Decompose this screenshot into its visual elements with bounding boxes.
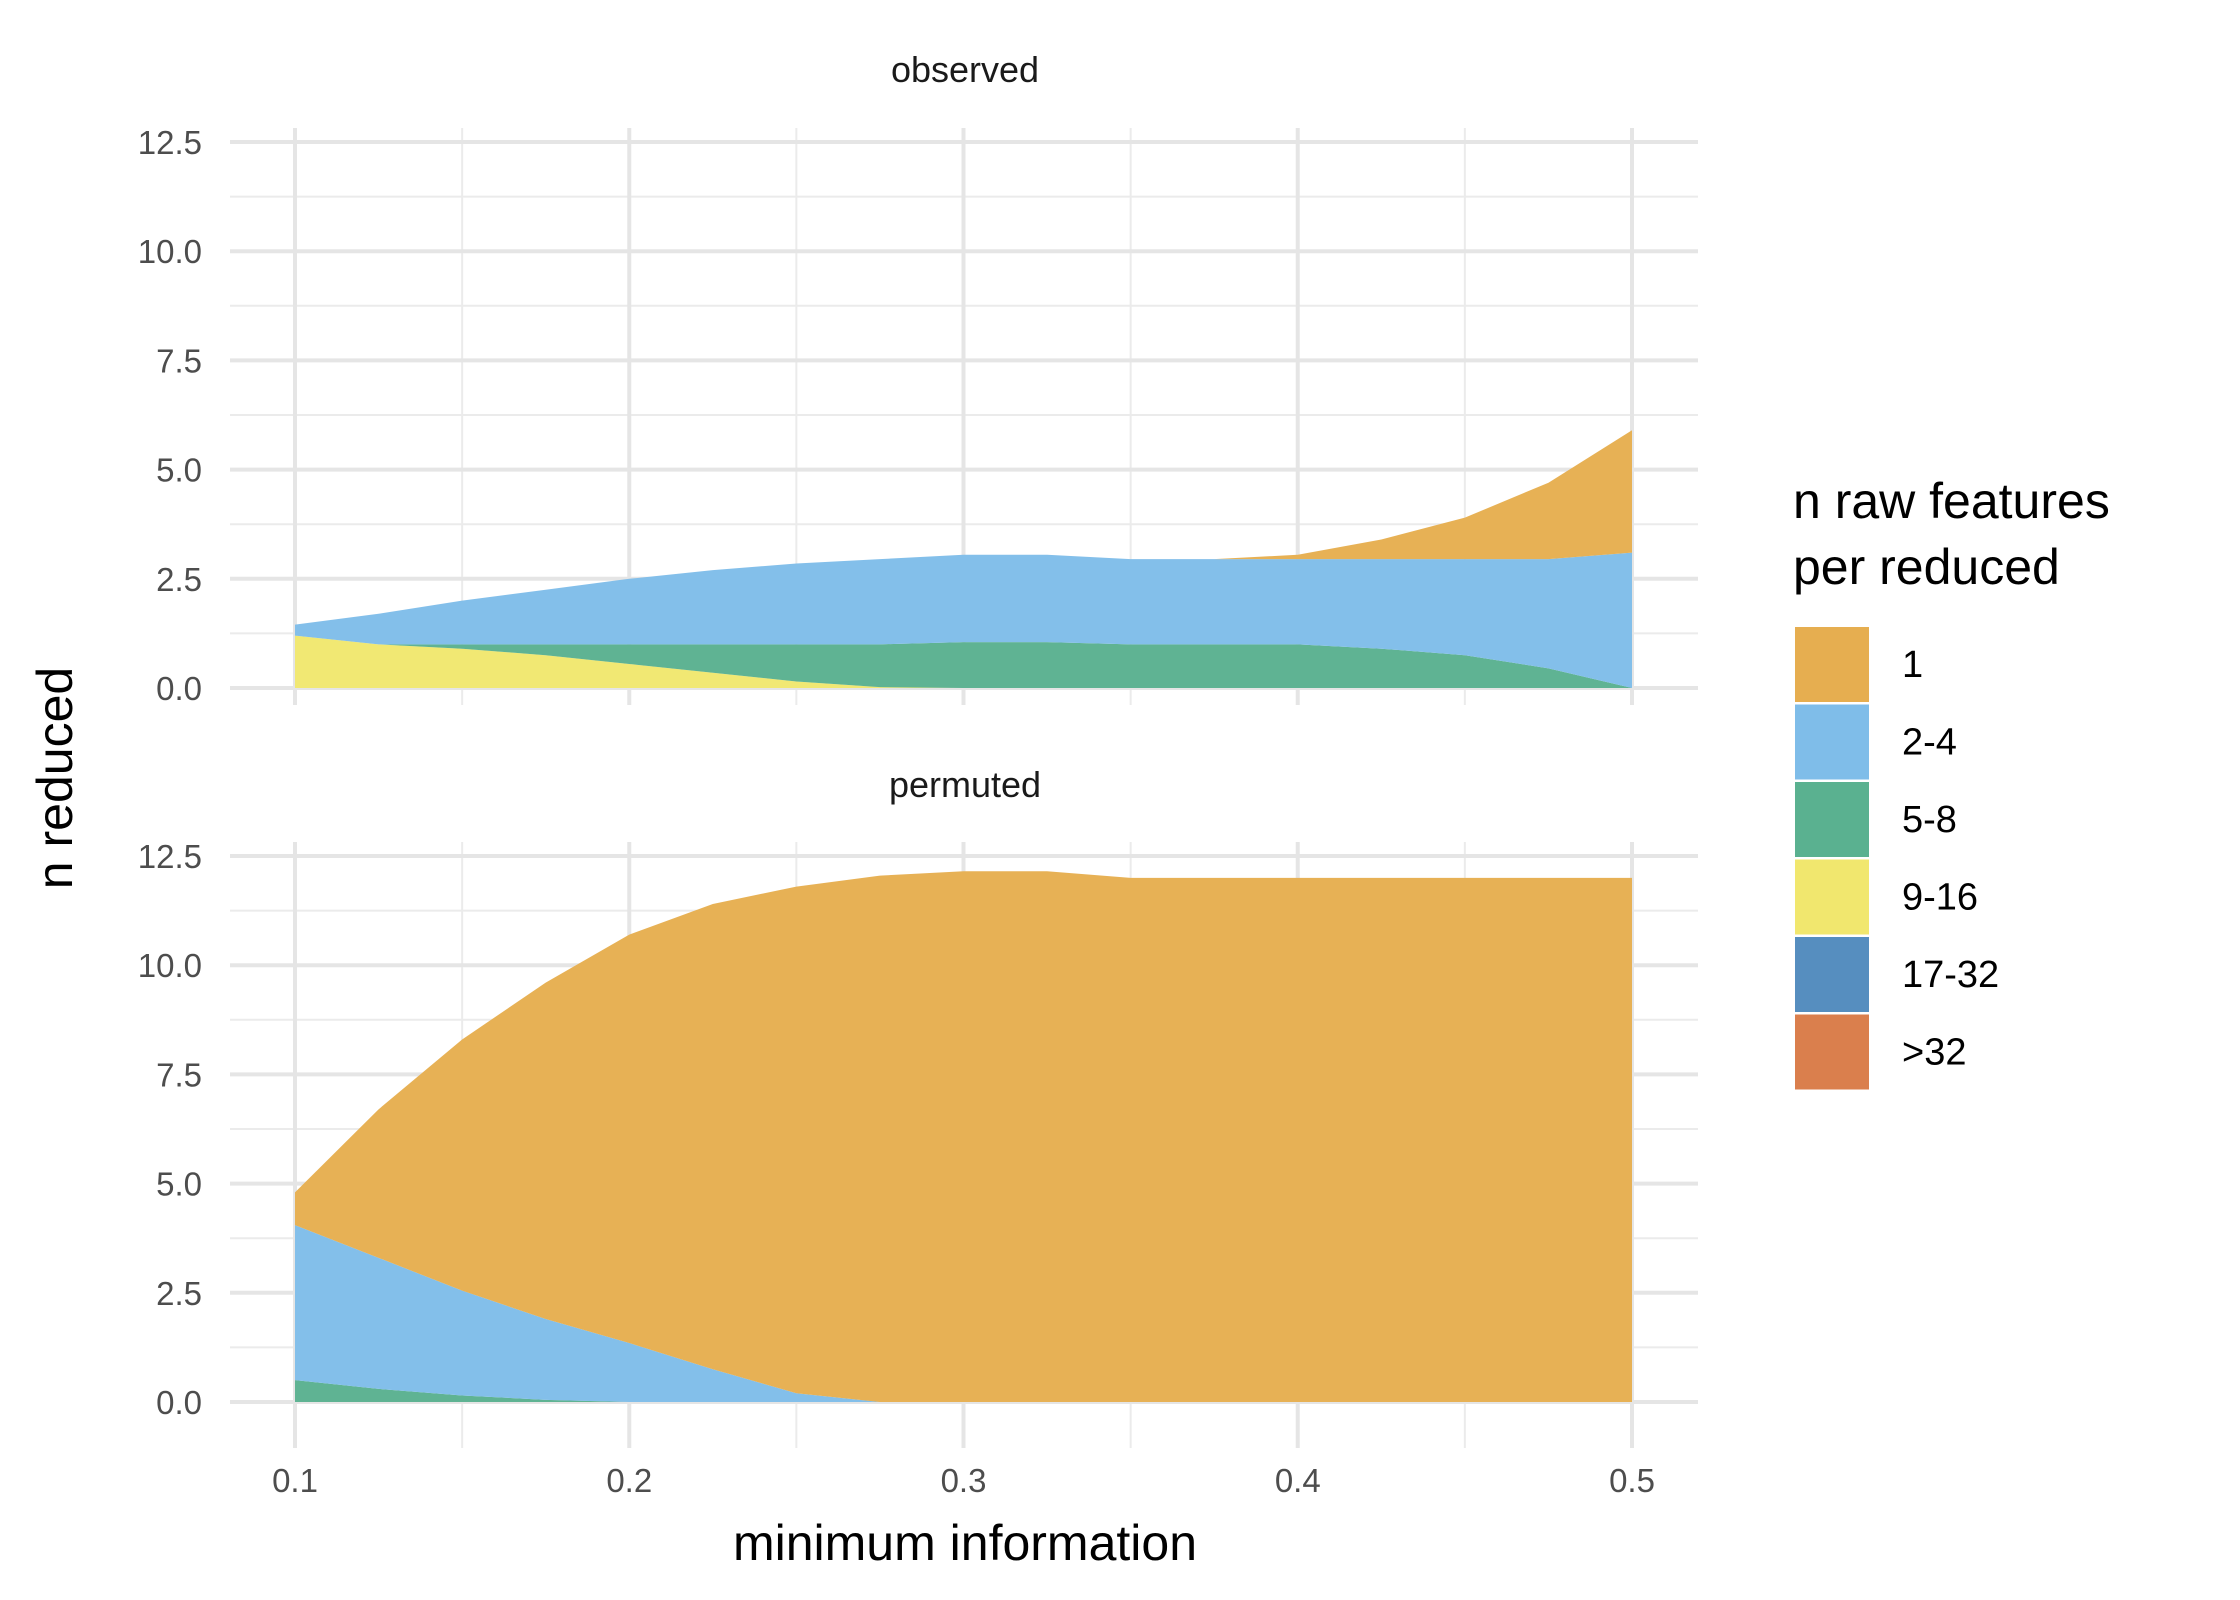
y-tick-label: 2.5 — [156, 1275, 202, 1312]
legend-key — [1795, 704, 1869, 780]
legend-key — [1795, 782, 1869, 857]
y-tick-label: 12.5 — [138, 838, 202, 875]
legend-item: 5-8 — [1795, 782, 1957, 857]
legend-label: >32 — [1902, 1032, 1966, 1074]
legend-item: 2-4 — [1795, 704, 1957, 780]
y-tick-label: 2.5 — [156, 561, 202, 598]
panel-title: permuted — [889, 764, 1041, 805]
area-observed-5-8 — [295, 635, 1632, 688]
x-tick-label: 0.1 — [272, 1462, 318, 1499]
x-axis: 0.1 0.2 0.3 0.4 0.5 — [272, 1462, 1655, 1499]
y-tick-label: 10.0 — [138, 233, 202, 270]
x-tick-label: 0.4 — [1275, 1462, 1321, 1499]
legend-item: 1 — [1795, 627, 1923, 702]
area-observed-2-4 — [295, 552, 1632, 688]
x-tick-label: 0.5 — [1609, 1462, 1655, 1499]
legend-label: 9-16 — [1902, 877, 1978, 919]
legend-label: 17-32 — [1902, 954, 1999, 996]
legend-key — [1795, 937, 1869, 1012]
legend-key — [1795, 1014, 1869, 1090]
panel-title: observed — [891, 49, 1039, 90]
legend-label: 5-8 — [1902, 799, 1957, 841]
y-axis-title: n reduced — [27, 667, 83, 889]
legend-key — [1795, 627, 1869, 702]
legend: n raw features per reduced 1 2-4 5-8 9-16 17… — [1793, 473, 2110, 1090]
y-tick-label: 0.0 — [156, 670, 202, 707]
area-permuted-2-4 — [295, 1225, 1632, 1402]
y-tick-label: 0.0 — [156, 1384, 202, 1421]
legend-title-line1: n raw features — [1793, 473, 2110, 529]
area-observed-9-16 — [295, 635, 1632, 688]
y-tick-label: 5.0 — [156, 452, 202, 489]
x-axis-title: minimum information — [733, 1515, 1197, 1571]
panel-permuted: 0.0 2.5 5.0 7.5 10.0 12.5 permuted — [138, 764, 1698, 1448]
y-tick-label: 7.5 — [156, 342, 202, 379]
legend-key — [1795, 859, 1869, 935]
legend-label: 2-4 — [1902, 722, 1957, 764]
legend-item: 17-32 — [1795, 937, 1999, 1012]
legend-title-line2: per reduced — [1793, 539, 2060, 595]
legend-item: >32 — [1795, 1014, 1966, 1090]
y-tick-label: 10.0 — [138, 947, 202, 984]
area-permuted-1 — [295, 871, 1632, 1402]
area-permuted-5-8 — [295, 1380, 1632, 1402]
legend-item: 9-16 — [1795, 859, 1978, 935]
y-tick-label: 12.5 — [138, 124, 202, 161]
x-tick-label: 0.3 — [941, 1462, 987, 1499]
y-tick-label: 5.0 — [156, 1166, 202, 1203]
y-tick-label: 7.5 — [156, 1056, 202, 1093]
x-tick-label: 0.2 — [606, 1462, 652, 1499]
legend-label: 1 — [1902, 644, 1923, 686]
panel-observed: 0.0 2.5 5.0 7.5 10.0 12.5 observed — [138, 49, 1698, 707]
